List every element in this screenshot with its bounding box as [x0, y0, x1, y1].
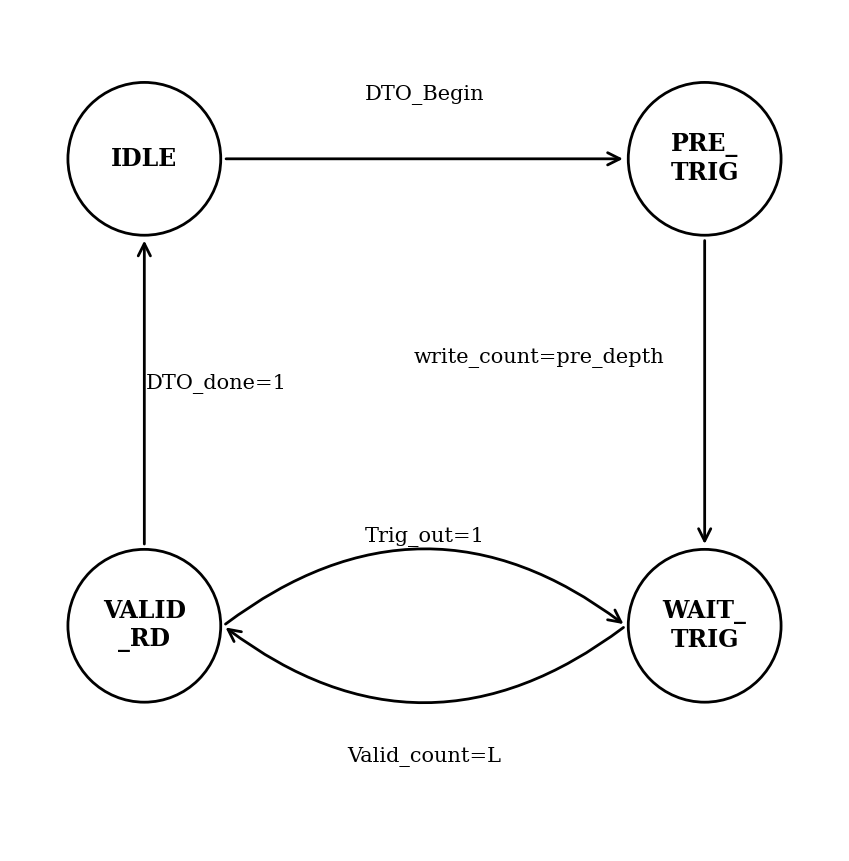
Text: WAIT_
TRIG: WAIT_ TRIG [663, 600, 746, 652]
Text: IDLE: IDLE [111, 147, 177, 170]
Text: Valid_count=L: Valid_count=L [347, 747, 502, 767]
Text: PRE_
TRIG: PRE_ TRIG [671, 133, 739, 185]
Text: DTO_done=1: DTO_done=1 [146, 374, 287, 393]
Text: VALID
_RD: VALID _RD [103, 599, 186, 652]
Text: DTO_Begin: DTO_Begin [365, 85, 484, 105]
Circle shape [628, 83, 781, 235]
Circle shape [628, 549, 781, 703]
Text: Trig_out=1: Trig_out=1 [364, 527, 485, 547]
Circle shape [68, 83, 221, 235]
Text: write_count=pre_depth: write_count=pre_depth [413, 349, 665, 369]
Circle shape [68, 549, 221, 703]
